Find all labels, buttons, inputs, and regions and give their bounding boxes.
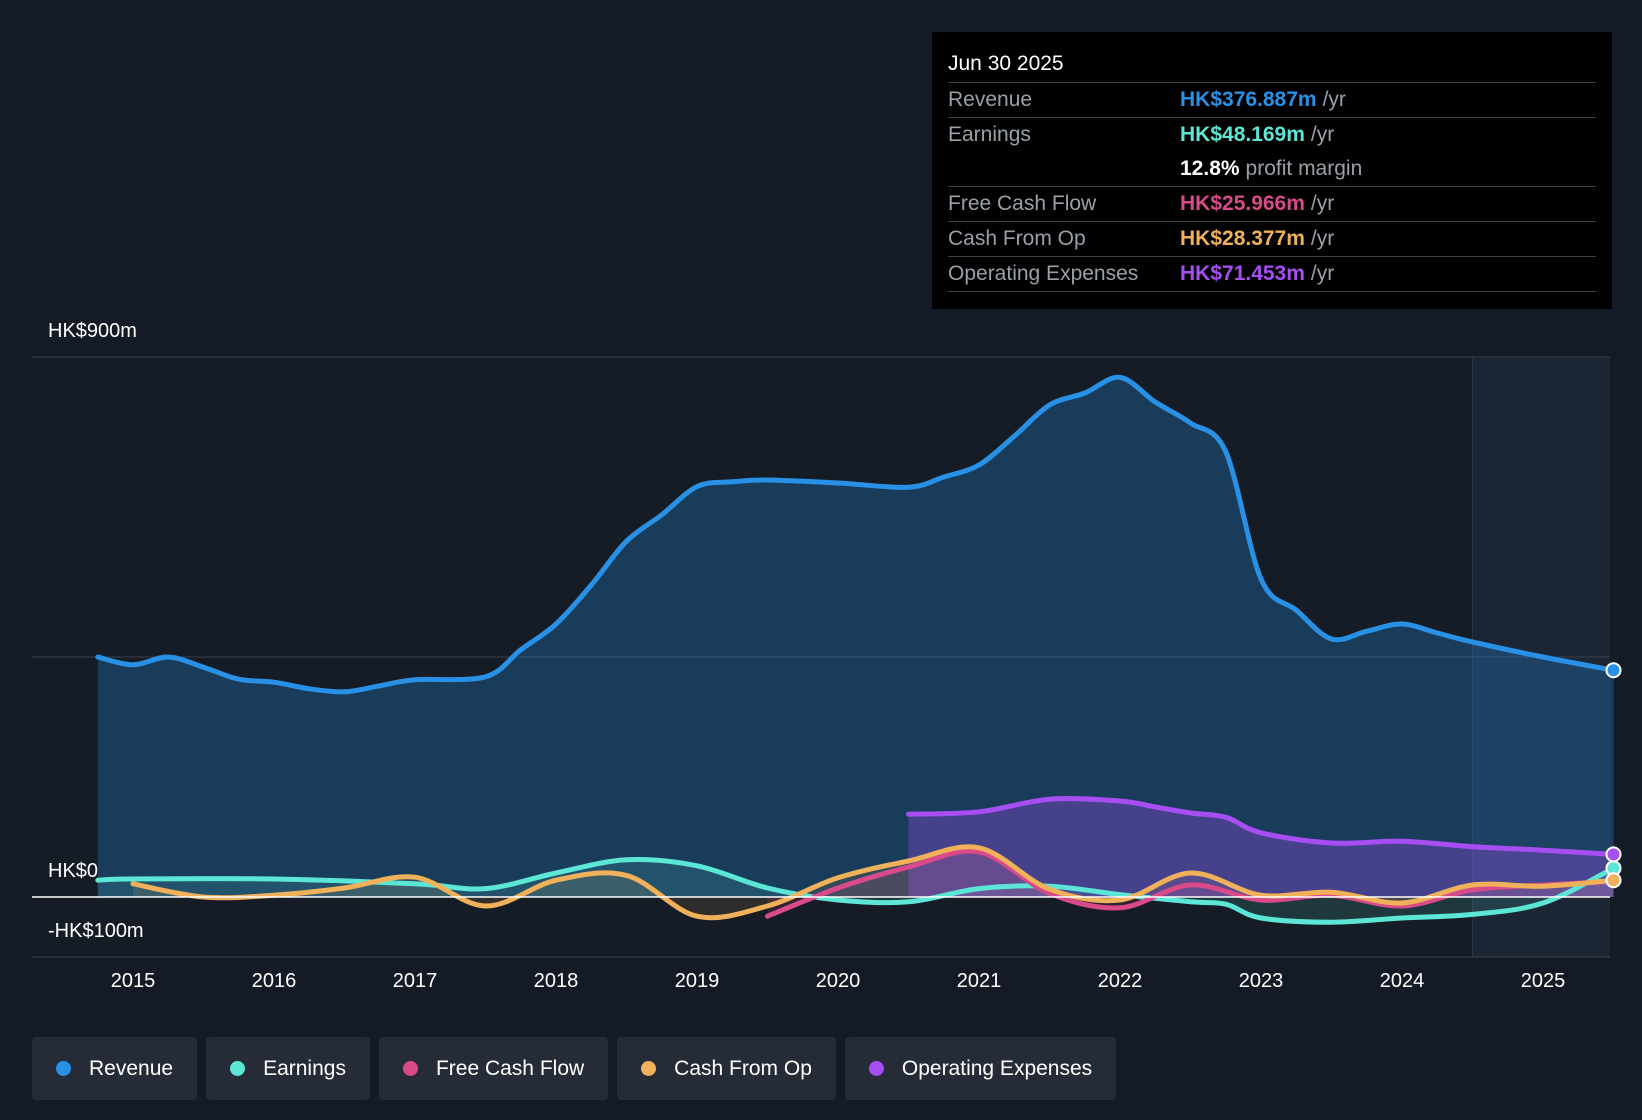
y-tick-label-zero: HK$0	[48, 860, 99, 882]
tooltip-label: Cash From Op	[948, 227, 1086, 250]
tooltip-unit: /yr	[1310, 262, 1335, 285]
legend-item-cash-from-op[interactable]: Cash From Op	[617, 1037, 836, 1100]
area-fills	[97, 377, 1614, 923]
tooltip-value: HK$71.453m	[1180, 262, 1305, 285]
line-earnings	[95, 857, 1616, 925]
end-markers	[1605, 662, 1622, 889]
tooltip-date: Jun 30 2025	[948, 46, 1596, 83]
tooltip-row-cash-from-op: Cash From Op HK$28.377m /yr	[948, 222, 1596, 257]
x-tick-label: 2017	[392, 970, 438, 992]
legend-label: Cash From Op	[674, 1056, 812, 1080]
x-tick-label: 2021	[956, 970, 1002, 992]
legend-label: Free Cash Flow	[435, 1056, 585, 1080]
tooltip-unit: /yr	[1310, 227, 1335, 250]
legend-label: Earnings	[263, 1056, 346, 1080]
tooltip-row-revenue: Revenue HK$376.887m /yr	[948, 83, 1596, 118]
tooltip-value: HK$28.377m	[1180, 227, 1305, 250]
legend-item-operating-expenses[interactable]: Operating Expenses	[844, 1037, 1117, 1100]
line-free-cash-flow	[765, 848, 1616, 919]
end-marker-cash-from-op	[1605, 872, 1622, 889]
x-tick-label: 2016	[251, 970, 297, 992]
line-operating-expenses	[906, 796, 1616, 857]
legend-dot-icon	[868, 1061, 884, 1076]
legend-dot-icon	[402, 1061, 418, 1076]
x-tick-label: 2019	[674, 970, 720, 992]
area-revenue	[97, 377, 1614, 897]
legend-dot-icon	[230, 1061, 246, 1076]
legend-item-revenue[interactable]: Revenue	[32, 1037, 198, 1100]
tooltip-row-operating-expenses: Operating Expenses HK$71.453m /yr	[948, 257, 1596, 292]
x-tick-label: 2025	[1520, 970, 1566, 992]
legend-label: Revenue	[89, 1056, 174, 1080]
tooltip-row-profit-margin: 12.8% profit margin	[948, 152, 1596, 187]
tooltip-label: Operating Expenses	[948, 262, 1139, 285]
legend: Revenue Earnings Free Cash Flow Cash Fro…	[32, 1037, 1117, 1100]
x-tick-label: 2015	[110, 970, 156, 992]
area-free-cash-flow	[767, 851, 1614, 917]
legend-item-earnings[interactable]: Earnings	[206, 1037, 370, 1100]
area-cash-from-op	[133, 846, 1614, 918]
tooltip-value: HK$48.169m	[1180, 123, 1305, 146]
tooltip-label: Free Cash Flow	[948, 192, 1097, 215]
tooltip-label: Earnings	[948, 123, 1031, 146]
x-tick-label: 2023	[1238, 970, 1284, 992]
tooltip-value: 12.8%	[1180, 157, 1240, 180]
legend-label: Operating Expenses	[901, 1056, 1093, 1080]
end-marker-revenue	[1605, 662, 1622, 679]
series-lines	[32, 374, 1616, 925]
x-tick-label: 2024	[1379, 970, 1425, 992]
tooltip-row-free-cash-flow: Free Cash Flow HK$25.966m /yr	[948, 187, 1596, 222]
x-tick-label: 2020	[815, 970, 861, 992]
area-operating-expenses	[908, 798, 1614, 897]
legend-dot-icon	[641, 1061, 657, 1076]
tooltip-label: Revenue	[948, 88, 1033, 111]
tooltip-panel: Jun 30 2025 Revenue HK$376.887m /yr Earn…	[932, 32, 1612, 309]
tooltip-unit: profit margin	[1245, 157, 1363, 180]
y-tick-label-bottom: -HK$100m	[48, 920, 144, 942]
legend-dot-icon	[56, 1061, 71, 1076]
gridlines	[32, 356, 1610, 958]
tooltip-unit: /yr	[1322, 88, 1346, 111]
x-tick-label: 2022	[1097, 970, 1143, 992]
tooltip-value: HK$25.966m	[1180, 192, 1305, 215]
x-tick-label: 2018	[533, 970, 579, 992]
tooltip-row-earnings: Earnings HK$48.169m /yr	[948, 118, 1596, 152]
legend-item-free-cash-flow[interactable]: Free Cash Flow	[378, 1037, 609, 1100]
y-tick-label-top: HK$900m	[48, 320, 137, 342]
tooltip-unit: /yr	[1310, 123, 1335, 146]
end-marker-operating-expenses	[1605, 846, 1622, 863]
tooltip-value: HK$376.887m	[1180, 88, 1317, 111]
line-revenue	[95, 374, 1616, 695]
tooltip-unit: /yr	[1310, 192, 1335, 215]
